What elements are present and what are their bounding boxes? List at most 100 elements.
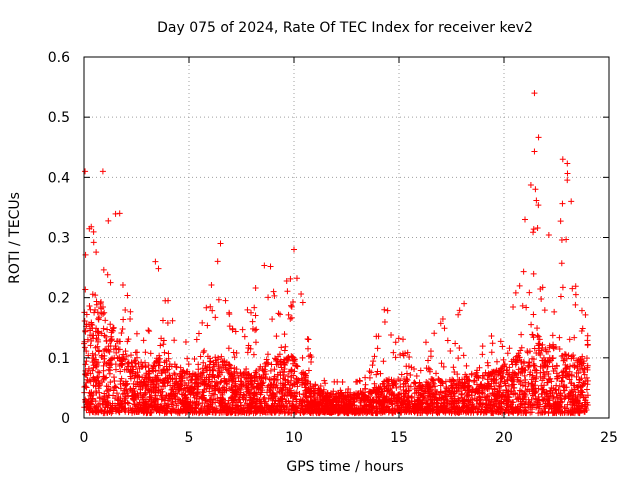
data-point <box>568 198 575 205</box>
data-point <box>496 368 503 375</box>
data-point <box>362 385 369 392</box>
data-point <box>523 408 530 415</box>
data-point <box>545 357 552 364</box>
data-point <box>145 398 152 405</box>
data-point <box>241 333 248 340</box>
data-point <box>289 298 296 305</box>
data-point <box>286 400 293 407</box>
data-point <box>216 409 223 416</box>
data-point <box>558 260 565 267</box>
data-point <box>339 378 346 385</box>
data-point <box>237 399 244 406</box>
data-point <box>335 409 342 416</box>
data-point <box>93 388 100 395</box>
data-point <box>437 389 444 396</box>
data-point <box>161 349 168 356</box>
data-point <box>243 365 250 372</box>
data-point <box>171 370 178 377</box>
data-point <box>528 380 535 387</box>
data-point <box>375 385 382 392</box>
data-point <box>217 379 224 386</box>
data-point <box>389 390 396 397</box>
data-point <box>584 332 591 339</box>
data-point <box>160 341 167 348</box>
data-point <box>382 399 389 406</box>
data-point <box>228 410 235 417</box>
data-point <box>454 404 461 411</box>
data-point <box>82 383 89 390</box>
data-point <box>143 370 150 377</box>
data-point <box>128 352 135 359</box>
data-point <box>184 355 191 362</box>
data-point <box>217 389 224 396</box>
data-point <box>498 375 505 382</box>
data-point <box>288 353 295 360</box>
data-point <box>142 349 149 356</box>
data-point <box>495 397 502 404</box>
data-point <box>571 362 578 369</box>
data-point <box>390 349 397 356</box>
data-point <box>540 354 547 361</box>
data-point <box>584 377 591 384</box>
data-point <box>412 380 419 387</box>
data-point <box>294 383 301 390</box>
data-point <box>546 397 553 404</box>
data-point <box>456 408 463 415</box>
data-point <box>224 407 231 414</box>
data-point <box>87 392 94 399</box>
data-point <box>285 397 292 404</box>
data-point <box>468 370 475 377</box>
data-point <box>413 372 420 379</box>
data-point <box>112 383 119 390</box>
data-point <box>446 391 453 398</box>
data-point <box>230 387 237 394</box>
data-point <box>81 344 88 351</box>
data-point <box>479 351 486 358</box>
data-point <box>432 394 439 401</box>
axes: 0 0.1 0.2 0.3 0.4 0.5 0.6 0 5 10 15 20 25 <box>48 50 618 446</box>
data-point <box>408 364 415 371</box>
data-point <box>271 292 278 299</box>
data-point <box>137 389 144 396</box>
data-point <box>429 390 436 397</box>
data-point <box>500 356 507 363</box>
data-point <box>159 407 166 414</box>
data-point <box>165 350 172 357</box>
data-point <box>216 399 223 406</box>
data-point <box>94 309 101 316</box>
data-point <box>369 362 376 369</box>
data-point <box>271 376 278 383</box>
data-point <box>289 398 296 405</box>
data-point <box>532 186 539 193</box>
data-point <box>546 342 553 349</box>
data-point <box>541 409 548 416</box>
data-point <box>152 404 159 411</box>
data-point <box>164 405 171 412</box>
data-point <box>298 402 305 409</box>
data-point <box>511 381 518 388</box>
data-point <box>388 332 395 339</box>
data-point <box>193 336 200 343</box>
data-point <box>93 249 100 256</box>
data-point <box>410 403 417 410</box>
data-point <box>132 408 139 415</box>
data-point <box>261 400 268 407</box>
data-point <box>143 410 150 417</box>
data-point <box>150 384 157 391</box>
data-point <box>182 338 189 345</box>
data-point <box>249 318 256 325</box>
data-point <box>400 386 407 393</box>
data-point <box>181 385 188 392</box>
data-point <box>186 371 193 378</box>
data-point <box>203 400 210 407</box>
data-point <box>207 303 214 310</box>
data-point <box>190 386 197 393</box>
data-point <box>519 365 526 372</box>
data-point <box>544 348 551 355</box>
data-point <box>209 399 216 406</box>
data-point <box>440 400 447 407</box>
data-point <box>102 399 109 406</box>
data-point <box>475 374 482 381</box>
data-point <box>145 362 152 369</box>
data-point <box>97 300 104 307</box>
